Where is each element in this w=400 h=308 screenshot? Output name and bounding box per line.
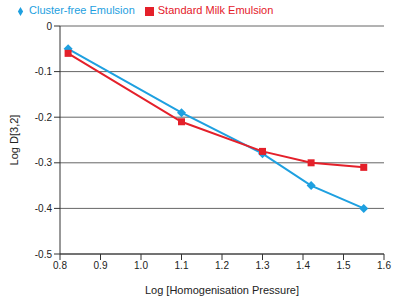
svg-text:1.6: 1.6	[377, 260, 391, 271]
svg-text:1.1: 1.1	[175, 260, 189, 271]
svg-text:0.9: 0.9	[94, 260, 108, 271]
svg-text:-0.4: -0.4	[35, 203, 53, 214]
svg-text:-0.2: -0.2	[35, 112, 53, 123]
svg-text:-0.5: -0.5	[35, 249, 53, 260]
svg-text:1.5: 1.5	[337, 260, 351, 271]
svg-text:1.4: 1.4	[296, 260, 310, 271]
svg-text:1.2: 1.2	[215, 260, 229, 271]
svg-text:1.0: 1.0	[134, 260, 148, 271]
svg-text:1.3: 1.3	[256, 260, 270, 271]
svg-text:-0.1: -0.1	[35, 66, 53, 77]
html-text:Standard Milk Emulsion: Standard Milk Emulsion	[157, 4, 274, 16]
svg-text:Log [Homogenisation Pressure]: Log [Homogenisation Pressure]	[145, 284, 299, 296]
svg-text:-0.3: -0.3	[35, 157, 53, 168]
svg-text:Log D[3,2]: Log D[3,2]	[8, 115, 20, 166]
html-text:Cluster-free Emulsion: Cluster-free Emulsion	[29, 4, 135, 16]
svg-text:0: 0	[46, 21, 52, 32]
svg-text:0.8: 0.8	[53, 260, 67, 271]
